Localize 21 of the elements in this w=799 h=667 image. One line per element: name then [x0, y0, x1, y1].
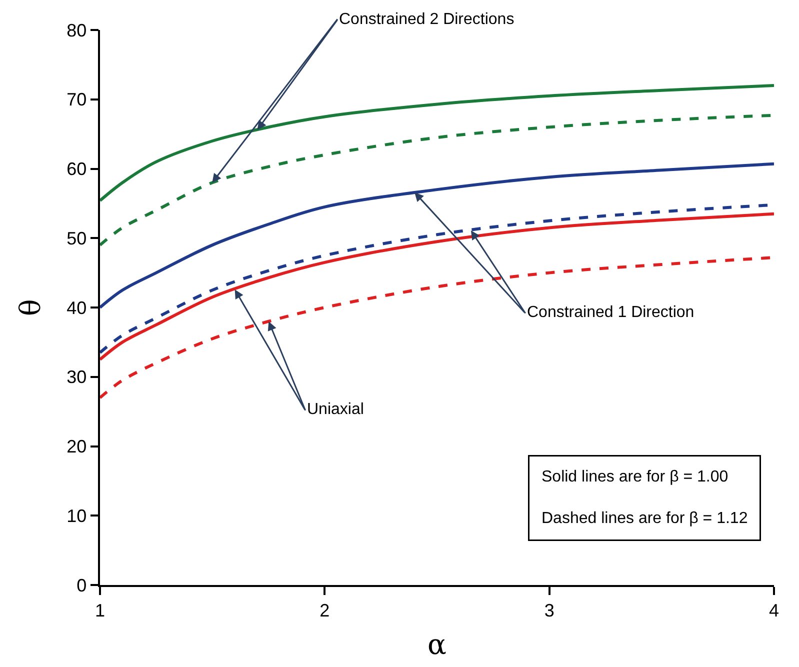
x-tick-label: 3 [544, 600, 554, 620]
annotation: Solid lines are for β = 1.00 [542, 468, 728, 486]
y-tick-label: 10 [66, 506, 87, 526]
x-tick-label: 2 [320, 600, 330, 620]
annotation: Uniaxial [307, 401, 364, 418]
y-tick-label: 70 [66, 90, 87, 110]
y-tick-label: 50 [66, 228, 87, 248]
line-series [100, 84, 774, 202]
x-axis-title: α [428, 628, 447, 661]
x-tick-label: 4 [768, 600, 780, 620]
y-tick-label: 20 [66, 436, 87, 457]
y-tick-label: 80 [66, 20, 87, 40]
y-tick-label: 60 [66, 159, 87, 180]
x-tick-label: 1 [94, 600, 106, 620]
annotation: Dashed lines are for β = 1.12 [542, 510, 748, 528]
y-tick-label: 40 [66, 298, 87, 318]
annotation: Constrained 2 Directions [339, 11, 514, 28]
y-tick-label: 30 [66, 367, 87, 388]
y-tick-label: 0 [76, 575, 87, 596]
annotation: Constrained 1 Direction [527, 304, 694, 321]
y-axis-title: θ [14, 299, 47, 316]
